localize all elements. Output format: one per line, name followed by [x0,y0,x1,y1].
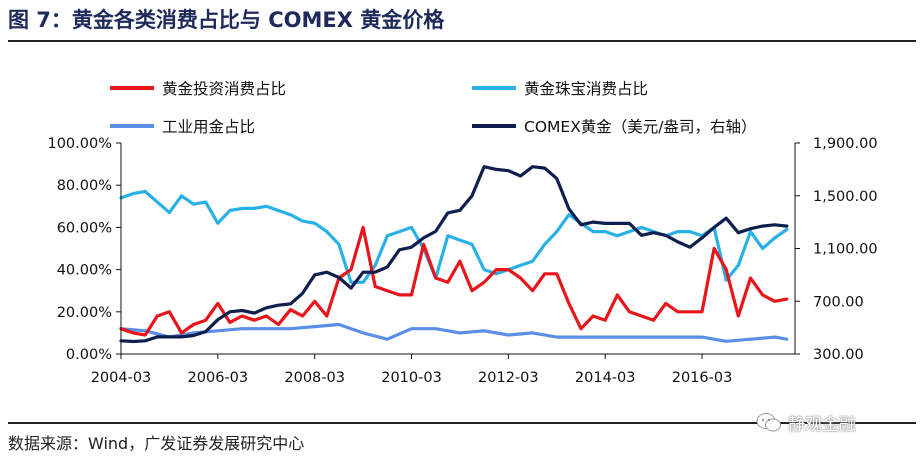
watermark: 静观金融 [756,410,856,435]
y-right-tick-label: 1,900.00 [813,136,878,152]
series-line-3 [119,165,789,344]
legend-label-1: 黄金珠宝消费占比 [524,80,648,98]
y-right-tick-label: 1,100.00 [813,242,878,258]
wechat-icon [756,412,781,431]
watermark-text: 静观金融 [788,415,856,435]
x-tick-label: 2016-03 [672,370,733,386]
y-right-tick-label: 300.00 [813,347,864,363]
y-right-tick-label: 700.00 [813,294,864,310]
legend-label-2: 工业用金占比 [162,118,255,136]
series-line-0 [119,225,789,337]
plot-area [119,165,789,344]
series-line-1 [119,189,789,284]
y-left-tick-label: 0.00% [66,347,112,363]
x-tick-label: 2014-03 [575,370,636,386]
series-line-2 [119,322,789,343]
x-tick-label: 2010-03 [381,370,442,386]
x-tick-label: 2004-03 [91,370,152,386]
x-tick-label: 2008-03 [284,370,345,386]
y-right-tick-label: 1,500.00 [813,189,878,205]
source-note: 数据来源：Wind，广发证券发展研究中心 [8,434,305,453]
title-rule [8,40,916,42]
y-left-tick-label: 20.00% [57,305,112,321]
axes: 0.00% 20.00% 40.00% 60.00% 80.00% 100.00% 300.… [47,136,877,386]
y-left-tick-label: 60.00% [57,220,112,236]
x-tick-label: 2006-03 [188,370,249,386]
legend-label-3: COMEX黄金（美元/盎司，右轴） [524,118,757,136]
y-left-tick-label: 80.00% [57,178,112,194]
figure-title: 图 7：黄金各类消费占比与 COMEX 黄金价格 [8,8,445,32]
x-tick-label: 2012-03 [478,370,539,386]
source-rule [8,422,916,424]
legend-label-0: 黄金投资消费占比 [162,80,286,98]
y-left-tick-label: 40.00% [57,263,112,279]
y-left-tick-label: 100.00% [47,136,112,152]
